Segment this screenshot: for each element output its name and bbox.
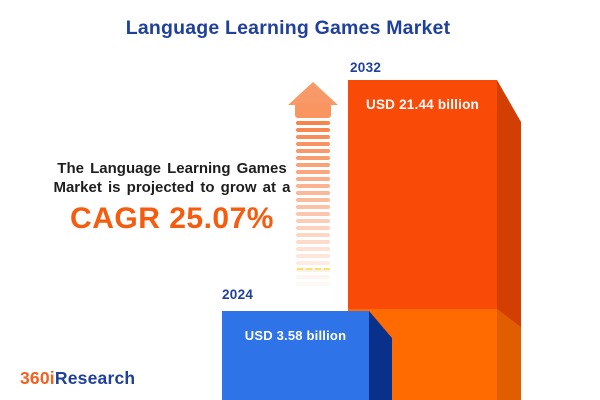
- arrow-stripe: [296, 254, 330, 258]
- arrow-stripe: [296, 156, 330, 160]
- arrow-stripe: [296, 135, 330, 139]
- arrow-stripe: [296, 282, 330, 286]
- arrow-stripe: [296, 149, 330, 153]
- arrow-stripe: [296, 233, 330, 237]
- logo-prefix: 360i: [20, 368, 55, 388]
- annotation-line-2: Market is projected to grow at a: [53, 178, 291, 196]
- bar-2032-value-label: USD 21.44 billion: [366, 97, 479, 112]
- cagr-highlight: CAGR 25.07%: [70, 202, 274, 235]
- arrow-stripe: [296, 184, 330, 188]
- arrow-stripe: [296, 226, 330, 230]
- bar-2024-front-face: [222, 311, 369, 400]
- arrow-stripe: [296, 191, 330, 195]
- arrow-stripe: [296, 170, 330, 174]
- arrow-stripe: [296, 240, 330, 244]
- arrow-stripe: [296, 212, 330, 216]
- arrow-stripe: [296, 198, 330, 202]
- growth-arrow-shaft-cap: [295, 103, 331, 118]
- arrow-stripe: [296, 205, 330, 209]
- arrow-stripe: [296, 128, 330, 132]
- arrow-stripe: [296, 177, 330, 181]
- page-title: Language Learning Games Market: [125, 17, 451, 39]
- 360iresearch-logo: 360iResearch: [20, 368, 135, 389]
- arrow-stripe: [296, 163, 330, 167]
- arrow-stripe: [296, 268, 330, 272]
- annotation-block: The Language Learning Games Market is pr…: [36, 160, 308, 236]
- bar-2024-side-face: [369, 311, 392, 400]
- arrow-stripe: [296, 121, 330, 125]
- arrow-stripe: [296, 275, 330, 279]
- bar-2024-value-label: USD 3.58 billion: [244, 328, 347, 343]
- arrow-stripe: [296, 261, 330, 265]
- arrow-stripe: [296, 219, 330, 223]
- growth-arrow-icon: [288, 82, 338, 105]
- bar-2032-lower-segment-side: [497, 309, 521, 400]
- bar-2024-year-label: 2024: [222, 287, 254, 302]
- annotation-line-1: The Language Learning Games: [57, 160, 287, 177]
- yellow-dashed-line: [297, 268, 330, 270]
- arrow-stripe: [296, 247, 330, 251]
- logo-suffix: Research: [54, 368, 136, 388]
- growth-arrow-stripes: [296, 121, 330, 289]
- bar-2032-year-label: 2032: [350, 60, 382, 75]
- arrow-stripe: [296, 142, 330, 146]
